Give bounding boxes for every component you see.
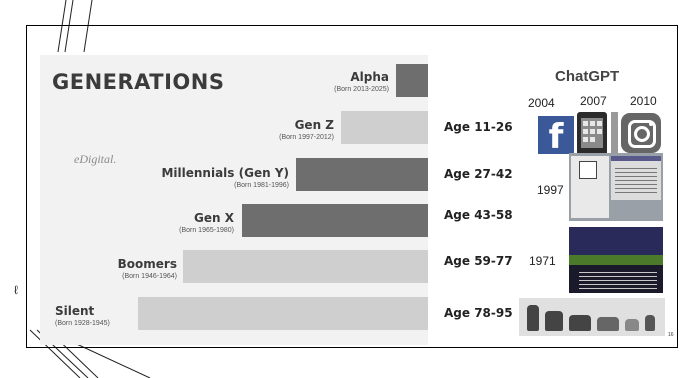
iphone-side-icon [611,112,618,156]
gen-name: Millennials (Gen Y) [161,166,289,180]
iphone-icon [577,112,607,156]
bar-gen-z [341,111,428,144]
gen-born: (Born 2013-2025) [334,86,389,93]
gen-born: (Born 1965-1980) [179,227,234,234]
age-gen-x: Age 43-58 [444,208,513,222]
label-alpha: Alpha (Born 2013-2025) [334,70,389,93]
gen-name: Silent [55,304,95,318]
slide-number: 16 [668,332,674,338]
bar-gen-x [242,204,428,237]
age-gen-z: Age 11-26 [444,120,513,134]
label-boomers: Boomers (Born 1946-1964) [118,257,177,280]
label-gen-x: Gen X (Born 1965-1980) [179,211,234,234]
gen-born: (Born 1997-2012) [279,134,334,141]
year-2007: 2007 [580,94,607,108]
bar-silent [138,297,428,330]
label-silent: Silent (Born 1928-1945) [55,304,110,327]
instagram-icon [621,113,661,153]
gen-born: (Born 1928-1945) [55,320,110,327]
slide-border [26,25,678,348]
gen-born: (Born 1946-1964) [122,273,177,280]
bar-alpha [396,64,428,97]
age-silent: Age 78-95 [444,306,513,320]
generations-title: GENERATIONS [52,70,225,94]
label-millennials: Millennials (Gen Y) (Born 1981-1996) [161,166,289,189]
oregon-trail-screenshot [569,227,663,293]
gen-name: Gen Z [294,118,334,132]
year-1997: 1997 [537,183,564,197]
age-millennials: Age 27-42 [444,167,513,181]
telephones-image [519,298,665,336]
margin-mark: ℓ [14,283,18,297]
gen-name: Boomers [117,257,177,271]
gen-name: Gen X [194,211,234,225]
year-2004: 2004 [528,96,555,110]
year-1971: 1971 [529,254,556,268]
year-2010: 2010 [630,94,657,108]
windows-screenshot [569,153,663,221]
label-gen-z: Gen Z (Born 1997-2012) [279,118,334,141]
generations-panel [40,55,428,345]
gen-born: (Born 1981-1996) [234,182,289,189]
bar-millennials [296,158,428,191]
edigital-logo: eDigital. [74,152,117,166]
bar-boomers [183,250,428,283]
facebook-icon: f [538,116,574,154]
gen-name: Alpha [350,70,389,84]
chatgpt-label: ChatGPT [555,68,620,85]
age-boomers: Age 59-77 [444,254,513,268]
